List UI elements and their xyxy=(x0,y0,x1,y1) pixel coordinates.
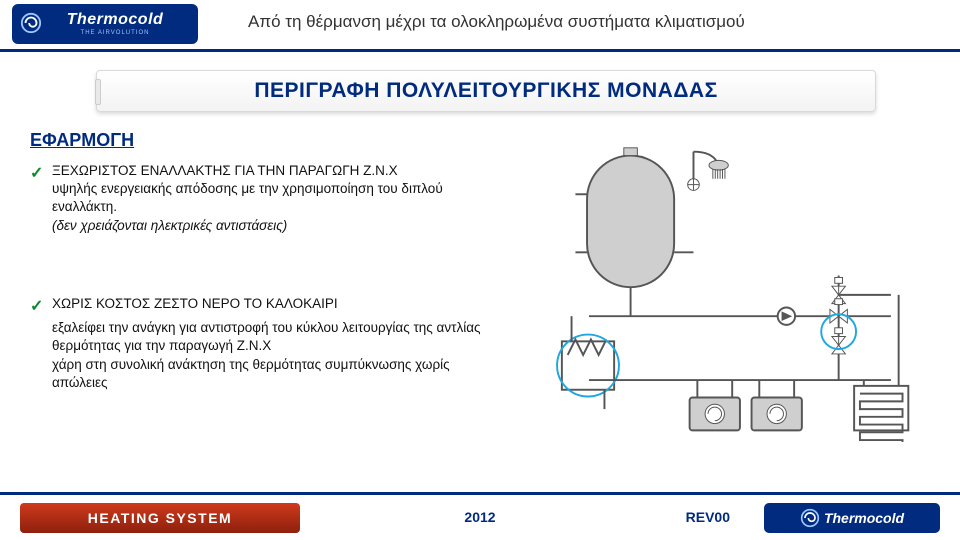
bullet-1: ΞΕΧΩΡΙΣΤΟΣ ΕΝΑΛΛΑΚΤΗΣ ΓΙΑ ΤΗΝ ΠΑΡΑΓΩΓΗ Ζ… xyxy=(30,162,500,235)
bullet-1-lead: ΞΕΧΩΡΙΣΤΟΣ ΕΝΑΛΛΑΚΤΗΣ ΓΙΑ ΤΗΝ ΠΑΡΑΓΩΓΗ Ζ… xyxy=(52,163,398,178)
bullet-2-para1: εξαλείφει την ανάγκη για αντιστροφή του … xyxy=(52,319,500,355)
topbar: Thermocold THE AIRVOLUTION Από τη θέρμαν… xyxy=(0,0,960,52)
brand-name: Thermocold xyxy=(67,12,164,28)
footer-year: 2012 xyxy=(464,509,495,525)
footer-brand: Thermocold xyxy=(824,510,904,526)
footer-logo: Thermocold xyxy=(764,503,940,533)
schematic-svg xyxy=(548,142,928,442)
swirl-icon xyxy=(800,508,820,528)
title-plate: ΠΕΡΙΓΡΑΦΗ ΠΟΛΥΛΕΙΤΟΥΡΓΙΚΗΣ ΜΟΝΑΔΑΣ xyxy=(96,70,876,112)
bullet-2: ΧΩΡΙΣ ΚΟΣΤΟΣ ΖΕΣΤΟ ΝΕΡΟ ΤΟ ΚΑΛΟΚΑΙΡΙ εξα… xyxy=(30,295,500,392)
bullet-2-lead: ΧΩΡΙΣ ΚΟΣΤΟΣ ΖΕΣΤΟ ΝΕΡΟ ΤΟ ΚΑΛΟΚΑΙΡΙ xyxy=(52,296,338,311)
bullet-1-note: (δεν χρειάζονται ηλεκτρικές αντιστάσεις) xyxy=(52,218,287,233)
hvac-schematic xyxy=(548,142,928,442)
footer-rev: REV00 xyxy=(686,509,730,525)
slide: Thermocold THE AIRVOLUTION Από τη θέρμαν… xyxy=(0,0,960,540)
footbar: HEATING SYSTEM 2012 REV00 Thermocold xyxy=(0,492,960,540)
plate-notch xyxy=(95,79,101,105)
heating-system-badge: HEATING SYSTEM xyxy=(20,503,300,533)
section-heading: ΕΦΑΡΜΟΓΗ xyxy=(30,130,134,151)
bullet-1-sub: υψηλής ενεργειακής απόδοσης με την χρησι… xyxy=(52,181,443,214)
brand-logo: Thermocold THE AIRVOLUTION xyxy=(12,4,198,44)
tagline: Από τη θέρμανση μέχρι τα ολοκληρωμένα συ… xyxy=(248,12,745,32)
page-title: ΠΕΡΙΓΡΑΦΗ ΠΟΛΥΛΕΙΤΟΥΡΓΙΚΗΣ ΜΟΝΑΔΑΣ xyxy=(254,79,717,103)
swirl-icon xyxy=(20,12,42,34)
brand-sub: THE AIRVOLUTION xyxy=(67,30,164,36)
bullet-2-para2: χάρη στη συνολική ανάκτηση της θερμότητα… xyxy=(52,356,500,392)
content: ΞΕΧΩΡΙΣΤΟΣ ΕΝΑΛΛΑΚΤΗΣ ΓΙΑ ΤΗΝ ΠΑΡΑΓΩΓΗ Ζ… xyxy=(30,162,500,452)
